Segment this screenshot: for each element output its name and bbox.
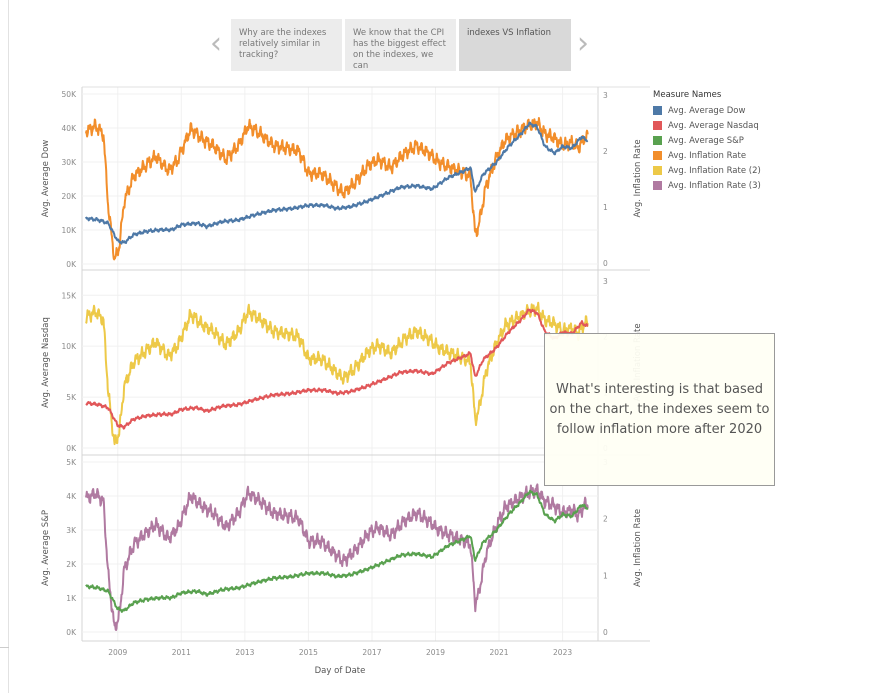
y-tick-label: 10K — [62, 226, 78, 235]
y-tick-label: 15K — [62, 291, 78, 300]
legend-label: Avg. Inflation Rate (2) — [668, 165, 761, 176]
y-axis-title: Avg. Average Dow — [41, 140, 51, 217]
legend-item-sp[interactable]: Avg. Average S&P — [653, 133, 761, 148]
x-tick-label: 2013 — [235, 648, 254, 657]
legend-swatch — [653, 181, 662, 190]
y-tick-label: 5K — [66, 458, 77, 467]
series-line-inflation — [85, 117, 589, 261]
bottom-divider — [0, 647, 9, 648]
page-divider — [8, 0, 9, 693]
story-point-3-label: indexes VS Inflation — [467, 28, 552, 38]
story-point-3[interactable]: indexes VS Inflation — [459, 19, 571, 71]
series-line-inflation — [85, 301, 589, 446]
y-tick-label: 50K — [62, 90, 78, 99]
legend: Measure Names Avg. Average Dow Avg. Aver… — [653, 90, 761, 193]
inflation-tick-label: 2 — [603, 515, 608, 524]
y-axis-title: Avg. Average S&P — [41, 510, 51, 586]
y-tick-label: 30K — [62, 158, 78, 167]
legend-label: Avg. Inflation Rate (3) — [668, 180, 761, 191]
inflation-axis-title: Avg. Inflation Rate — [633, 509, 643, 587]
legend-item-inflation[interactable]: Avg. Inflation Rate — [653, 148, 761, 163]
y-tick-label: 5K — [66, 393, 77, 402]
y-tick-label: 10K — [62, 342, 78, 351]
legend-label: Avg. Average S&P — [668, 135, 744, 146]
legend-swatch — [653, 106, 662, 115]
inflation-tick-label: 2 — [603, 147, 608, 156]
page-edge — [0, 0, 8, 693]
legend-item-inflation-3[interactable]: Avg. Inflation Rate (3) — [653, 178, 761, 193]
y-tick-label: 0K — [66, 444, 77, 453]
story-point-1-label: Why are the indexes relatively similar i… — [239, 28, 327, 60]
annotation-text: What's interesting is that based on the … — [549, 381, 770, 437]
story-point-2[interactable]: We know that the CPI has the biggest eff… — [345, 19, 456, 71]
y-axis-title: Avg. Average Nasdaq — [41, 317, 51, 408]
y-tick-label: 1K — [66, 594, 77, 603]
legend-swatch — [653, 151, 662, 160]
chevron-left-icon[interactable]: ‹ — [210, 26, 222, 61]
series-line-index — [85, 308, 589, 430]
series-line-index — [85, 489, 589, 613]
legend-swatch — [653, 121, 662, 130]
inflation-tick-label: 1 — [603, 203, 608, 212]
legend-item-nasdaq[interactable]: Avg. Average Nasdaq — [653, 118, 761, 133]
x-tick-label: 2017 — [362, 648, 381, 657]
series-line-index — [85, 121, 589, 245]
y-tick-label: 0K — [66, 260, 77, 269]
legend-title: Measure Names — [653, 90, 722, 100]
y-tick-label: 2K — [66, 560, 77, 569]
series-line-inflation — [85, 483, 589, 631]
x-tick-label: 2023 — [553, 648, 572, 657]
inflation-tick-label: 3 — [603, 277, 608, 286]
x-tick-label: 2021 — [489, 648, 508, 657]
legend-item-dow[interactable]: Avg. Average Dow — [653, 103, 761, 118]
legend-label: Avg. Average Dow — [668, 105, 746, 116]
y-tick-label: 4K — [66, 492, 77, 501]
inflation-tick-label: 0 — [603, 259, 608, 268]
x-axis-title: Day of Date — [315, 666, 366, 676]
story-point-1[interactable]: Why are the indexes relatively similar i… — [231, 19, 342, 71]
legend-swatch — [653, 136, 662, 145]
x-tick-label: 2015 — [299, 648, 318, 657]
x-tick-label: 2009 — [108, 648, 127, 657]
y-tick-label: 0K — [66, 628, 77, 637]
legend-label: Avg. Average Nasdaq — [668, 120, 759, 131]
inflation-tick-label: 0 — [603, 628, 608, 637]
annotation-box[interactable]: What's interesting is that based on the … — [544, 333, 775, 486]
legend-item-inflation-2[interactable]: Avg. Inflation Rate (2) — [653, 163, 761, 178]
y-tick-label: 40K — [62, 124, 78, 133]
x-tick-label: 2011 — [172, 648, 191, 657]
chevron-right-icon[interactable]: › — [577, 26, 589, 61]
inflation-axis-title: Avg. Inflation Rate — [633, 139, 643, 217]
y-tick-label: 3K — [66, 526, 77, 535]
story-point-2-label: We know that the CPI has the biggest eff… — [353, 28, 446, 71]
inflation-tick-label: 1 — [603, 571, 608, 580]
inflation-tick-label: 3 — [603, 91, 608, 100]
legend-label: Avg. Inflation Rate — [668, 150, 747, 161]
y-tick-label: 20K — [62, 192, 78, 201]
legend-swatch — [653, 166, 662, 175]
x-tick-label: 2019 — [426, 648, 445, 657]
